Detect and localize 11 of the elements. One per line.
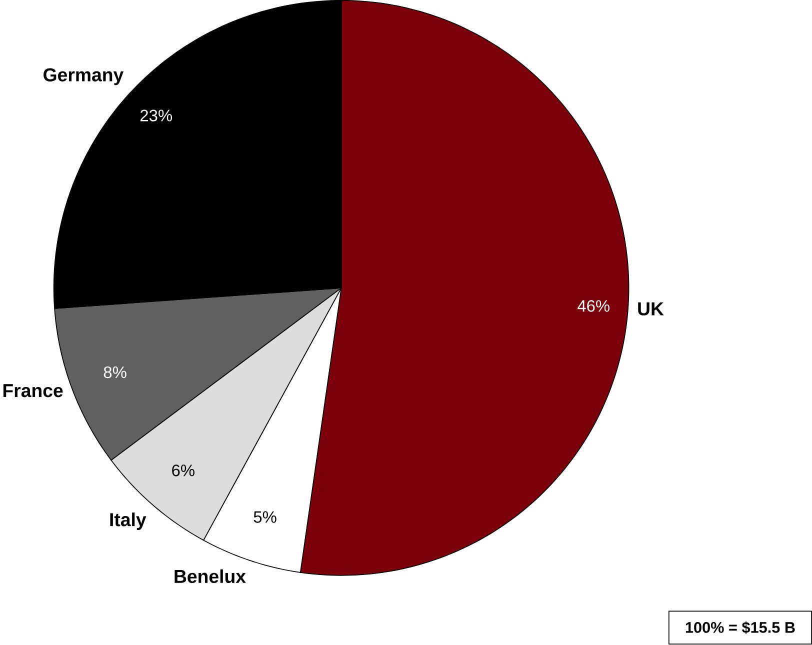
slice-label: France — [3, 384, 63, 398]
slice-label: Germany — [44, 68, 124, 86]
slice-label: Italy — [110, 512, 146, 530]
text: 100% = $15.5 B — [686, 622, 795, 634]
data-label: 46% — [578, 300, 610, 312]
data-label: 6% — [172, 464, 194, 476]
slice-label: UK — [638, 302, 664, 316]
data-label: 8% — [104, 366, 126, 378]
slice-label: Benelux — [174, 570, 246, 584]
data-label: 5% — [254, 511, 276, 524]
data-label: 23% — [140, 110, 172, 122]
